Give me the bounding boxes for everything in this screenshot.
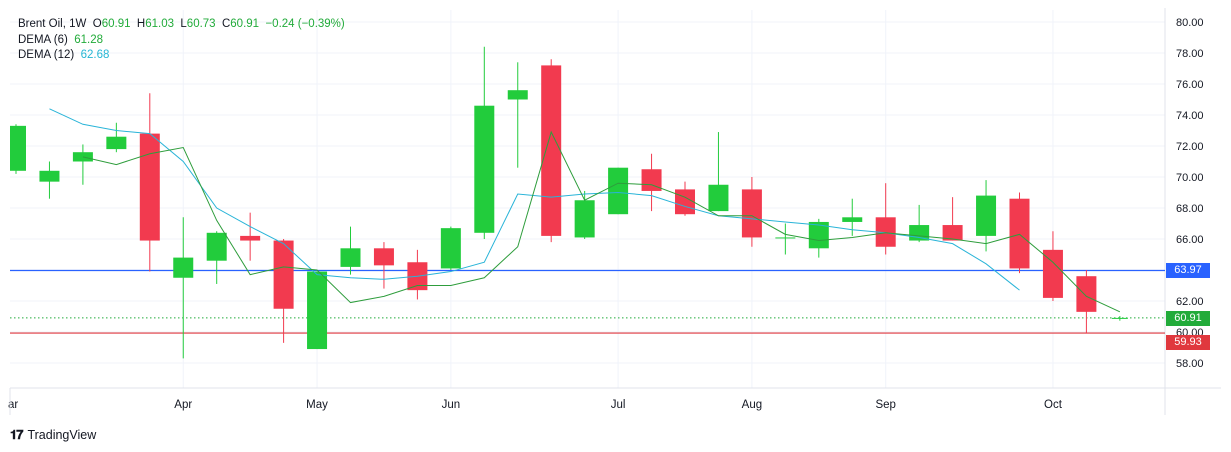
- y-tick-label: 68.00: [1176, 203, 1204, 215]
- candle-body: [240, 235, 261, 241]
- close-value: 60.91: [230, 18, 260, 30]
- x-tick-label: Jun: [442, 399, 461, 411]
- candle-body: [273, 240, 294, 309]
- dema6-label: DEMA (6): [18, 33, 68, 46]
- candle-body: [1009, 198, 1030, 269]
- dema12-value: 62.68: [80, 49, 110, 61]
- candle-body: [373, 248, 394, 266]
- x-tick-label: Apr: [174, 399, 192, 411]
- high-label: H: [136, 18, 146, 30]
- candle-body: [541, 65, 562, 236]
- ohlc-row: Brent Oil, 1W O60.91 H61.03 L60.73 C60.9…: [18, 17, 345, 33]
- close-label: C: [221, 18, 231, 30]
- candle-body: [842, 217, 863, 222]
- candle-body: [1076, 276, 1097, 312]
- low-value: 60.73: [186, 18, 216, 30]
- dema6-line: [82, 130, 1121, 313]
- y-tick-label: 70.00: [1176, 172, 1204, 184]
- brand-name: TradingView: [27, 428, 97, 442]
- x-tick-label: May: [306, 399, 328, 411]
- x-tick-label: Sep: [875, 399, 895, 411]
- candle-body: [39, 170, 60, 182]
- candle-body: [474, 105, 495, 233]
- y-tick-label: 76.00: [1176, 79, 1204, 91]
- resistance-price-tag: 63.97: [1166, 262, 1210, 278]
- x-tick-label: Jul: [611, 399, 626, 411]
- symbol-label: Brent Oil, 1W: [18, 18, 87, 30]
- dema12-label: DEMA (12): [18, 49, 75, 61]
- y-tick-label: 80.00: [1176, 17, 1204, 29]
- dema12-row: DEMA (12) 62.68: [18, 48, 345, 64]
- candle-body: [106, 136, 127, 150]
- candle-body: [340, 248, 361, 267]
- candle-body: [608, 167, 629, 215]
- candle-body: [574, 200, 595, 238]
- candle-body: [206, 232, 227, 261]
- candle-body: [976, 195, 997, 236]
- candle-body: [173, 257, 194, 278]
- change-value: −0.24 (−0.39%): [265, 18, 345, 30]
- candle-body: [708, 184, 729, 212]
- candle-body: [139, 133, 160, 241]
- y-tick-label: 58.00: [1176, 358, 1204, 370]
- tradingview-logo-icon: 𝟏𝟕: [10, 427, 24, 442]
- candle-body: [10, 125, 26, 171]
- x-tick-label: Aug: [742, 399, 762, 411]
- candle-body: [775, 237, 796, 239]
- current-price-tag: 60.91: [1166, 311, 1210, 327]
- candle-body: [741, 189, 762, 238]
- candle-body: [675, 189, 695, 215]
- open-label: O: [92, 18, 102, 30]
- candle-body: [507, 90, 528, 100]
- candle-body: [1042, 249, 1063, 298]
- y-tick-label: 78.00: [1176, 48, 1204, 60]
- candle-body: [808, 221, 829, 249]
- support-price-tag: 59.93: [1166, 334, 1210, 350]
- tradingview-brand[interactable]: 𝟏𝟕 TradingView: [10, 427, 96, 443]
- plot-group: [10, 46, 1165, 359]
- dema6-row: DEMA (6) 61.28: [18, 33, 345, 49]
- candle-body: [875, 217, 896, 247]
- chart-legend: Brent Oil, 1W O60.91 H61.03 L60.73 C60.9…: [18, 17, 345, 64]
- high-value: 61.03: [145, 18, 174, 30]
- candle-body: [1111, 317, 1128, 319]
- candle-body: [641, 169, 662, 191]
- candle-body: [440, 228, 461, 269]
- candle-body: [942, 225, 963, 241]
- x-tick-label: Oct: [1044, 399, 1063, 411]
- y-tick-label: 66.00: [1176, 234, 1204, 246]
- y-tick-label: 74.00: [1176, 110, 1204, 122]
- open-value: 60.91: [101, 18, 131, 30]
- candle-body: [307, 271, 328, 350]
- y-tick-label: 72.00: [1176, 141, 1204, 153]
- x-tick-label: ar: [8, 399, 18, 411]
- low-label: L: [180, 18, 187, 30]
- candle-body: [909, 225, 930, 241]
- dema6-value: 61.28: [74, 33, 104, 46]
- dema12-line: [49, 108, 1020, 291]
- y-tick-label: 62.00: [1176, 296, 1204, 308]
